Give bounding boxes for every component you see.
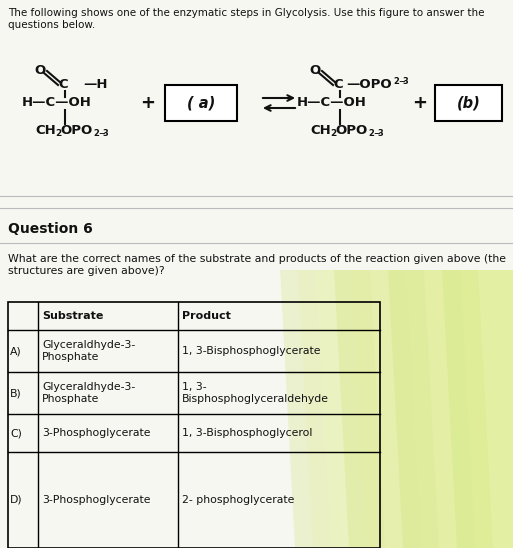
Text: Question 6: Question 6 [8,222,93,236]
Text: (b): (b) [457,95,480,111]
Text: OPO: OPO [60,123,92,136]
Text: B): B) [10,388,22,398]
Text: The following shows one of the enzymatic steps in Glycolysis. Use this figure to: The following shows one of the enzymatic… [8,8,484,30]
Text: O: O [34,65,46,77]
Bar [435,85,502,121]
Text: 2−: 2− [368,129,381,139]
Text: C): C) [10,428,22,438]
Polygon shape [478,270,513,548]
Text: H—C—OH: H—C—OH [22,96,92,110]
Text: 3: 3 [402,77,408,85]
Text: 3-Phosphoglycerate: 3-Phosphoglycerate [42,495,150,505]
Polygon shape [352,270,513,548]
Polygon shape [280,270,513,548]
Text: Glyceraldhyde-3-
Phosphate: Glyceraldhyde-3- Phosphate [42,381,135,404]
Text: What are the correct names of the substrate and products of the reaction given a: What are the correct names of the substr… [8,254,506,276]
Text: O: O [309,65,321,77]
Polygon shape [334,270,513,548]
Text: —H: —H [83,78,108,92]
Polygon shape [460,270,513,548]
Text: ( a): ( a) [187,95,215,111]
Text: +: + [141,94,155,112]
Polygon shape [406,270,513,548]
Text: +: + [412,94,427,112]
Text: Product: Product [182,311,231,321]
Polygon shape [316,270,513,548]
Text: CH: CH [35,123,56,136]
Polygon shape [388,270,513,548]
Text: 2- phosphoglycerate: 2- phosphoglycerate [182,495,294,505]
Text: A): A) [10,346,22,356]
Text: H—C—OH: H—C—OH [297,96,367,110]
Text: 2: 2 [55,129,61,139]
Text: 1, 3-Bisphosphoglycerol: 1, 3-Bisphosphoglycerol [182,428,312,438]
Text: C: C [58,78,68,92]
Bar [165,85,237,121]
Text: 2: 2 [330,129,336,139]
Text: D): D) [10,495,23,505]
Text: 3: 3 [377,129,383,139]
Polygon shape [424,270,513,548]
Polygon shape [370,270,513,548]
Text: —OPO: —OPO [346,78,391,92]
Bar [8,302,380,548]
Text: 1, 3-
Bisphosphoglyceraldehyde: 1, 3- Bisphosphoglyceraldehyde [182,381,329,404]
Text: Substrate: Substrate [42,311,104,321]
Text: 2−: 2− [393,77,406,85]
Polygon shape [298,270,513,548]
Text: C: C [333,78,343,92]
Text: 2−: 2− [93,129,106,139]
Text: 3: 3 [102,129,108,139]
Text: 1, 3-Bisphosphoglycerate: 1, 3-Bisphosphoglycerate [182,346,321,356]
Text: CH: CH [310,123,331,136]
Text: OPO: OPO [335,123,367,136]
Text: 3-Phosphoglycerate: 3-Phosphoglycerate [42,428,150,438]
Polygon shape [442,270,513,548]
Text: Glyceraldhyde-3-
Phosphate: Glyceraldhyde-3- Phosphate [42,340,135,362]
